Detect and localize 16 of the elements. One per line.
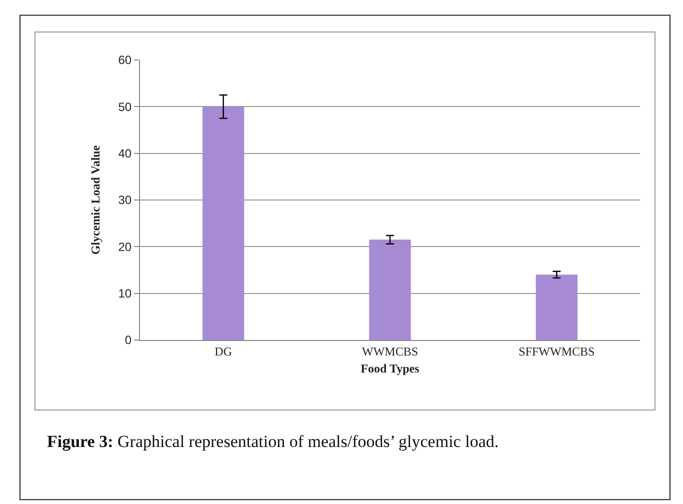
caption: Figure 3: Graphical representation of meals/foods’ glycemic load.	[47, 432, 499, 451]
y-tick-label: 50	[118, 100, 132, 114]
x-tick-label: DG	[214, 344, 232, 358]
x-axis-title: Food Types	[360, 361, 420, 376]
bar	[536, 274, 578, 340]
y-tick-label: 40	[118, 146, 132, 161]
y-tick-label: 30	[118, 193, 132, 208]
y-tick-label: 60	[118, 53, 132, 68]
x-tick-label: WWMCBS	[362, 344, 418, 358]
x-tick-label: SFFWWMCBS	[518, 344, 595, 358]
y-tick-label: 10	[118, 286, 132, 301]
bar	[202, 106, 244, 340]
bar	[369, 240, 411, 340]
y-tick-label: 20	[118, 240, 132, 254]
y-axis-title: Glycemic Load Value	[88, 144, 103, 255]
y-tick-label: 0	[124, 333, 132, 348]
